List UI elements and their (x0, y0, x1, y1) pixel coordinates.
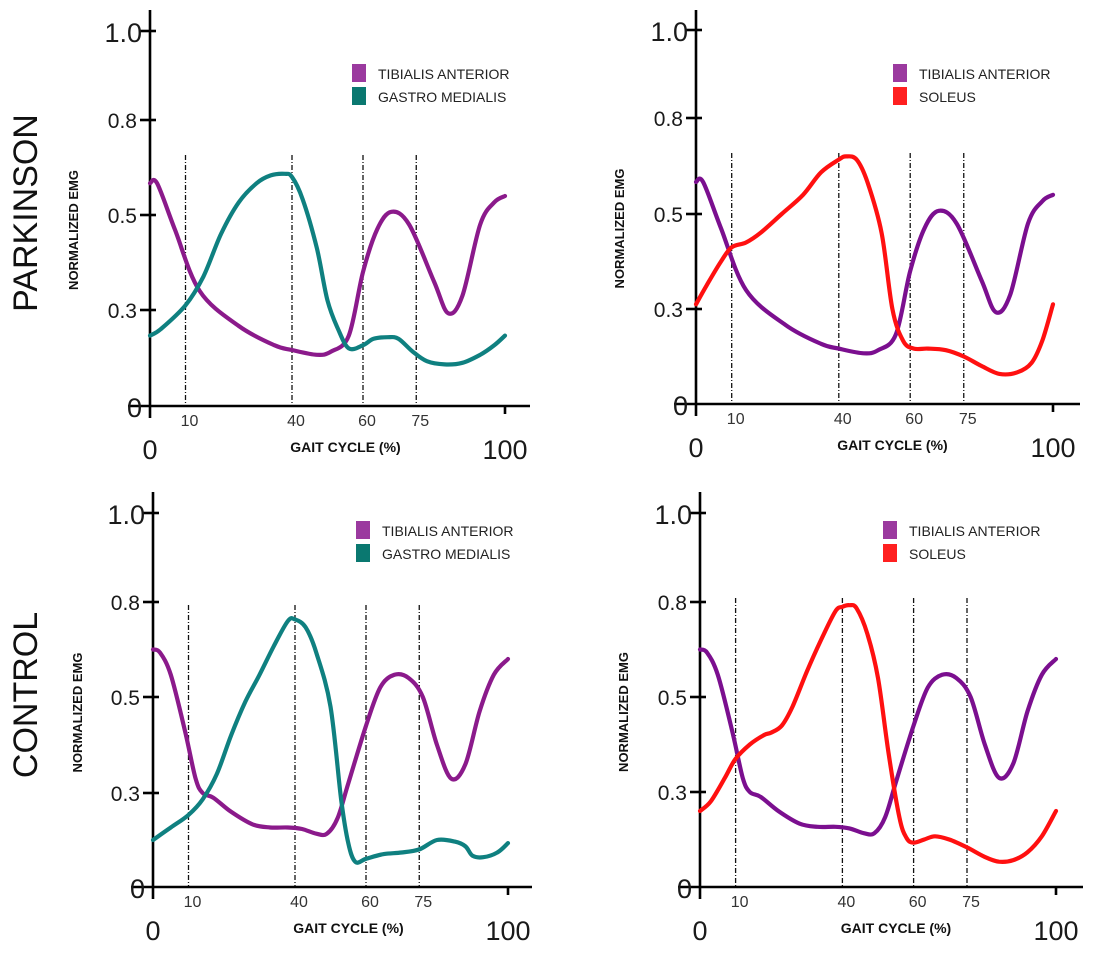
y-axis-label: NORMALIZED EMG (612, 169, 627, 289)
legend-swatch (356, 521, 370, 539)
x-tick-label: 60 (358, 413, 376, 430)
series-line-tibialis-anterior (693, 176, 1056, 356)
y-tick-label: 0.8 (658, 592, 687, 615)
x-tick-label: 10 (184, 894, 202, 911)
y-tick-label: 0 (677, 874, 692, 904)
legend-label: SOLEUS (919, 89, 976, 105)
legend-item-tibialis-anterior: TIBIALIS ANTERIOR (356, 521, 513, 539)
legend-label: SOLEUS (909, 546, 966, 562)
x-axis-label: GAIT CYCLE (%) (293, 920, 403, 936)
x-tick-label: 75 (414, 894, 432, 911)
y-tick-label: 0.5 (654, 204, 683, 227)
x-tick-label: 75 (959, 411, 977, 428)
y-tick-label: 0.3 (658, 782, 687, 805)
legend-item-gastro-medialis: GASTRO MEDIALIS (356, 544, 510, 562)
y-tick-label: 0.5 (108, 205, 137, 228)
legend-swatch (893, 87, 907, 105)
legend-item-gastro-medialis: GASTRO MEDIALIS (352, 87, 506, 105)
y-tick-label: 0.5 (111, 687, 140, 710)
y-axis-label: NORMALIZED EMG (616, 652, 631, 772)
x-tick-label-start: 0 (692, 916, 707, 946)
legend-swatch (883, 521, 897, 539)
x-tick-label: 60 (905, 411, 923, 428)
legend-item-soleus: SOLEUS (883, 544, 966, 562)
x-axis-label: GAIT CYCLE (%) (837, 437, 947, 453)
y-tick-label: 0.3 (654, 299, 683, 322)
series-line-gastro-medialis (147, 171, 508, 367)
chart-panel-top-right: 0 0.3 0.5 0.8 1.0 10 40 60 75 0 100 GAIT CYCLE (%) N… (612, 10, 1080, 463)
x-axis-label: GAIT CYCLE (%) (841, 920, 951, 936)
series-line-soleus (693, 154, 1056, 377)
legend-item-tibialis-anterior: TIBIALIS ANTERIOR (352, 64, 509, 82)
legend-swatch (356, 544, 370, 562)
x-tick-label-start: 0 (145, 916, 160, 946)
legend-label: TIBIALIS ANTERIOR (909, 523, 1040, 539)
x-tick-label: 40 (290, 894, 308, 911)
series-line-tibialis-anterior (150, 647, 511, 838)
legend-label: TIBIALIS ANTERIOR (382, 523, 513, 539)
y-tick-label: 1.0 (654, 500, 692, 530)
x-tick-label: 10 (181, 413, 199, 430)
legend-swatch (352, 87, 366, 105)
x-tick-label-end: 100 (1033, 916, 1078, 946)
x-tick-label: 10 (731, 894, 749, 911)
series-line-gastro-medialis (150, 616, 511, 865)
x-tick-label: 40 (287, 413, 305, 430)
legend-item-tibialis-anterior: TIBIALIS ANTERIOR (893, 64, 1050, 82)
row-label-parkinson: PARKINSON (7, 114, 45, 312)
x-tick-label-end: 100 (482, 435, 527, 465)
legend-swatch (883, 544, 897, 562)
legend-label: GASTRO MEDIALIS (382, 546, 510, 562)
series-line-tibialis-anterior (147, 177, 508, 357)
x-tick-label: 40 (834, 411, 852, 428)
y-axis-label: NORMALIZED EMG (66, 170, 81, 290)
y-tick-label: 0.8 (654, 108, 683, 131)
y-tick-label: 0 (130, 874, 145, 904)
legend-item-soleus: SOLEUS (893, 87, 976, 105)
row-label-control: CONTROL (7, 612, 45, 778)
legend-label: TIBIALIS ANTERIOR (378, 66, 509, 82)
x-tick-label: 60 (909, 894, 927, 911)
x-tick-label-start: 0 (142, 435, 157, 465)
x-tick-label-end: 100 (485, 916, 530, 946)
y-axis-label: NORMALIZED EMG (70, 653, 85, 773)
y-tick-label: 1.0 (650, 17, 688, 47)
x-tick-label: 75 (962, 894, 980, 911)
y-tick-label: 0 (673, 391, 688, 421)
legend-item-tibialis-anterior: TIBIALIS ANTERIOR (883, 521, 1040, 539)
x-tick-label: 75 (411, 413, 429, 430)
y-tick-label: 0.5 (658, 687, 687, 710)
y-tick-label: 0.8 (108, 110, 137, 133)
x-tick-label: 10 (727, 411, 745, 428)
x-axis-label: GAIT CYCLE (%) (290, 439, 400, 455)
legend-label: TIBIALIS ANTERIOR (919, 66, 1050, 82)
legend-swatch (352, 64, 366, 82)
y-tick-label: 0.3 (108, 300, 137, 323)
y-tick-label: 1.0 (107, 500, 145, 530)
x-tick-label-start: 0 (688, 433, 703, 463)
chart-panel-bottom-left: 0 0.3 0.5 0.8 1.0 10 40 60 75 0 100 GAIT CYCLE (%) N… (70, 492, 532, 946)
chart-panel-top-left: 0 0.3 0.5 0.8 1.0 10 40 60 75 0 100 GAIT CYCLE (%) N… (66, 10, 530, 465)
y-tick-label: 0.8 (111, 592, 140, 615)
y-tick-label: 0 (127, 393, 142, 423)
x-tick-label: 40 (838, 894, 856, 911)
y-tick-label: 1.0 (104, 18, 142, 48)
x-tick-label: 60 (361, 894, 379, 911)
x-tick-label-end: 100 (1030, 433, 1075, 463)
legend-swatch (893, 64, 907, 82)
chart-panel-bottom-right: 0 0.3 0.5 0.8 1.0 10 40 60 75 0 100 GAIT CYCLE (%) N… (616, 492, 1083, 946)
legend-label: GASTRO MEDIALIS (378, 89, 506, 105)
series-line-soleus (697, 602, 1059, 864)
series-line-tibialis-anterior (697, 647, 1059, 837)
y-tick-label: 0.3 (111, 783, 140, 806)
